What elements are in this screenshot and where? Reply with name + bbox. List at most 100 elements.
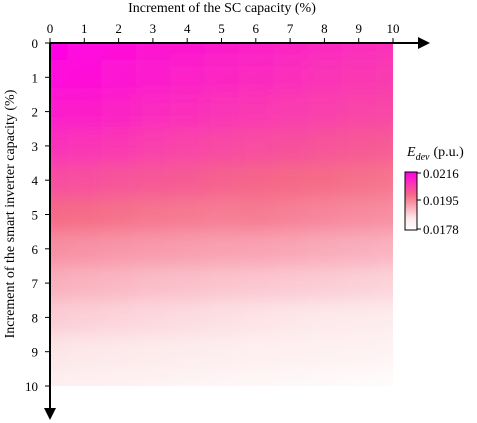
y-tick-label: 5 — [32, 208, 39, 223]
heatmap-cell — [135, 368, 172, 386]
heatmap-cell — [307, 94, 343, 130]
heatmap-cell — [135, 334, 172, 370]
heatmap-cell — [101, 231, 137, 267]
heatmap-cell — [375, 197, 393, 233]
heatmap-cell — [375, 334, 393, 370]
heatmap-cell — [67, 334, 103, 370]
heatmap-cell — [170, 265, 206, 302]
x-tick-label: 2 — [115, 21, 122, 36]
y-tick-label: 2 — [32, 105, 39, 120]
heatmap-cell — [375, 265, 393, 302]
heatmap-cell — [272, 43, 309, 62]
heatmap-cell — [341, 94, 377, 130]
heatmap-cell — [307, 60, 343, 96]
heatmap-cell — [307, 265, 343, 302]
heatmap-cell — [101, 163, 137, 199]
heatmap-cell — [170, 43, 206, 62]
heatmap-cell — [375, 231, 393, 267]
x-tick-label: 5 — [218, 21, 225, 36]
heatmap-cell — [170, 231, 206, 267]
colorbar-gradient — [404, 171, 418, 231]
heatmap-cell — [307, 231, 343, 267]
y-axis-title: Increment of the smart inverter capacity… — [3, 89, 18, 338]
heatmap-cell — [272, 128, 309, 165]
heatmap-cell — [272, 60, 309, 96]
heatmap-cell — [101, 94, 137, 130]
heatmap-cell — [272, 231, 309, 267]
heatmap-cell — [375, 94, 393, 130]
heatmap-cell — [375, 43, 393, 62]
heatmap-cell — [67, 368, 103, 386]
x-tick-label: 6 — [253, 21, 260, 36]
heatmap-cell — [375, 60, 393, 96]
y-tick-label: 8 — [32, 310, 39, 325]
heatmap-cell — [307, 334, 343, 370]
x-tick-label: 3 — [150, 21, 157, 36]
heatmap-cell — [50, 300, 69, 336]
heatmap-cell — [272, 265, 309, 302]
heatmap-cell — [50, 43, 69, 62]
heatmap-cell — [272, 163, 309, 199]
heatmap-cell — [204, 231, 240, 267]
heatmap-cell — [50, 197, 69, 233]
heatmap-cell — [170, 128, 206, 165]
heatmap-cell — [170, 60, 206, 96]
heatmap-cell — [238, 265, 274, 302]
y-tick-label: 10 — [25, 379, 38, 394]
x-tick-label: 0 — [47, 21, 54, 36]
y-tick-label: 6 — [32, 242, 39, 257]
heatmap-cell — [375, 163, 393, 199]
heatmap-cell — [341, 43, 377, 62]
heatmap-cell — [238, 231, 274, 267]
heatmap-cell — [341, 163, 377, 199]
heatmap-cell — [204, 300, 240, 336]
heatmap-cell — [135, 231, 172, 267]
heatmap-cell — [135, 128, 172, 165]
heatmap-cell — [50, 94, 69, 130]
heatmap-cell — [307, 368, 343, 386]
heatmap-cell — [204, 60, 240, 96]
heatmap-cell — [135, 94, 172, 130]
heatmap-cell — [170, 197, 206, 233]
heatmap-cell — [238, 334, 274, 370]
heatmap-cell — [101, 43, 137, 62]
heatmap-cell — [101, 128, 137, 165]
heatmap-cell — [272, 300, 309, 336]
heatmap-cell — [204, 94, 240, 130]
heatmap-cell — [50, 163, 69, 199]
heatmap-cell — [272, 334, 309, 370]
x-tick-label: 8 — [321, 21, 328, 36]
heatmap-cell — [101, 300, 137, 336]
heatmap-cell — [272, 197, 309, 233]
heatmap-cell — [238, 197, 274, 233]
heatmap-cell — [238, 300, 274, 336]
heatmap-cell — [238, 60, 274, 96]
colorbar-title-symbol: E — [406, 145, 416, 160]
heatmap-cell — [204, 197, 240, 233]
heatmap-cell — [307, 128, 343, 165]
heatmap-cell — [101, 60, 137, 96]
colorbar-title: Edev (p.u.) — [406, 145, 464, 163]
heatmap-cell — [101, 197, 137, 233]
heatmap-cell — [307, 197, 343, 233]
heatmap-cell — [170, 163, 206, 199]
heatmap-cell — [170, 368, 206, 386]
y-axis-arrow — [44, 408, 56, 420]
heatmap-cell — [50, 60, 69, 96]
x-tick-label: 7 — [287, 21, 294, 36]
heatmap-cell — [204, 163, 240, 199]
colorbar-title-subscript: dev — [416, 152, 430, 163]
heatmap-cell — [341, 60, 377, 96]
heatmap-cell — [67, 300, 103, 336]
heatmap-cell — [135, 197, 172, 233]
colorbar-tick-label-mid: 0.0195 — [423, 193, 459, 208]
y-tick-label: 1 — [32, 70, 39, 85]
heatmap-cell — [272, 94, 309, 130]
colorbar: Edev (p.u.) 0.0216 0.0195 0.0178 — [404, 145, 464, 237]
heatmap-cell — [375, 128, 393, 165]
heatmap-cell — [204, 334, 240, 370]
heatmap-cell — [135, 163, 172, 199]
heatmap-cell — [67, 94, 103, 130]
heatmap-cell — [341, 300, 377, 336]
heatmap-cell — [341, 265, 377, 302]
